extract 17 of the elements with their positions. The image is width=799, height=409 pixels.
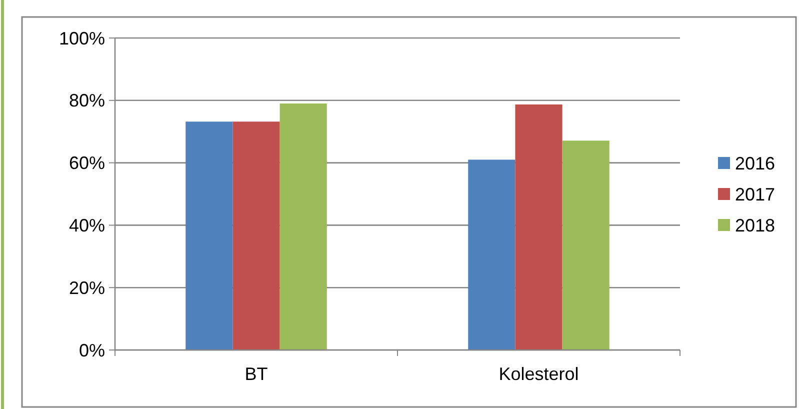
bar (232, 122, 280, 350)
bar (186, 122, 233, 350)
x-tick-label: Kolesterol (498, 364, 579, 384)
bar (280, 104, 327, 350)
legend-label: 2017 (735, 184, 776, 204)
y-tick-label: 20% (68, 278, 105, 298)
y-tick-label: 40% (68, 216, 105, 236)
y-tick-label: 80% (68, 90, 105, 111)
y-tick-label: 0% (78, 340, 105, 360)
legend-label: 2016 (735, 153, 776, 174)
legend-label: 2018 (735, 215, 776, 236)
bar (468, 160, 516, 350)
bar (562, 140, 610, 350)
bar (515, 104, 562, 350)
y-tick-label: 100% (58, 28, 105, 48)
y-tick-label: 60% (68, 153, 105, 174)
x-tick-label: BT (244, 364, 268, 384)
